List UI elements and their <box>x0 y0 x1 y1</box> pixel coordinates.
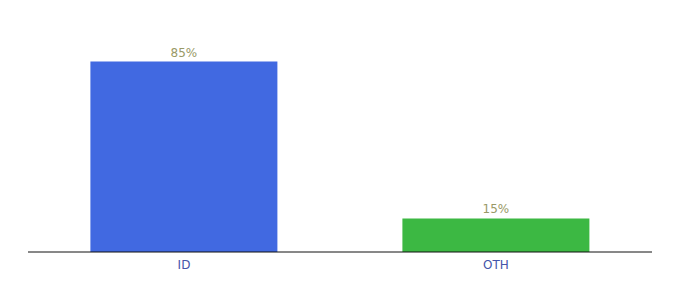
svg-text:85%: 85% <box>171 46 198 60</box>
svg-text:OTH: OTH <box>483 258 509 272</box>
svg-text:15%: 15% <box>483 202 510 216</box>
svg-text:ID: ID <box>178 258 191 272</box>
